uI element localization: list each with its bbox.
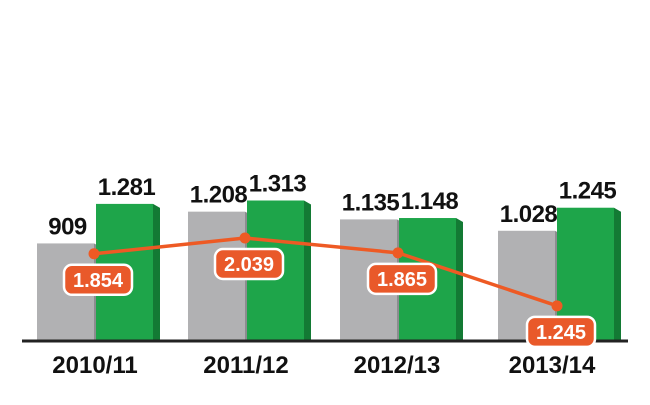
callout-box xyxy=(213,247,285,281)
line-value-callout: 1.865 xyxy=(366,262,438,296)
category-labels-layer: 2010/11 2011/12 2012/13 2013/14 xyxy=(52,352,596,379)
bar-side xyxy=(614,207,621,340)
bar-side xyxy=(456,218,463,340)
bar-value-label: 1.313 xyxy=(249,170,307,197)
bar-value-label: 1.245 xyxy=(559,178,617,205)
line-value-label: 1.854 xyxy=(73,270,124,292)
line-value-label: 1.865 xyxy=(377,269,427,291)
bar-value-label: 1.208 xyxy=(190,182,248,209)
bar-side xyxy=(153,203,160,340)
line-value-callout: 1.245 xyxy=(525,315,597,349)
line-value-callout: 2.039 xyxy=(213,247,285,281)
callout-box xyxy=(62,263,134,297)
category-label: 2013/14 xyxy=(509,352,596,379)
bar-value-label: 1.028 xyxy=(500,201,558,228)
category-label: 2011/12 xyxy=(203,352,288,379)
line-value-callout: 1.854 xyxy=(62,263,134,297)
line-layer: 1.854 2.039 1.865 1.245 xyxy=(62,232,597,349)
line-point xyxy=(239,232,251,244)
callout-box xyxy=(366,262,438,296)
bar-value-label: 1.135 xyxy=(342,189,400,216)
category-label: 2010/11 xyxy=(52,352,137,379)
callout-box xyxy=(525,315,597,349)
line-series-path xyxy=(93,236,558,308)
bar-value-label: 909 xyxy=(48,213,87,240)
line-point xyxy=(88,248,100,260)
line-point xyxy=(392,247,404,259)
line-value-label: 2.039 xyxy=(224,254,274,276)
bar-side xyxy=(304,200,311,340)
bar-value-label: 1.281 xyxy=(98,174,156,201)
line-value-label: 1.245 xyxy=(536,322,586,344)
bar-value-label: 1.148 xyxy=(401,188,459,215)
line-point xyxy=(551,300,563,312)
category-label: 2012/13 xyxy=(354,352,441,379)
